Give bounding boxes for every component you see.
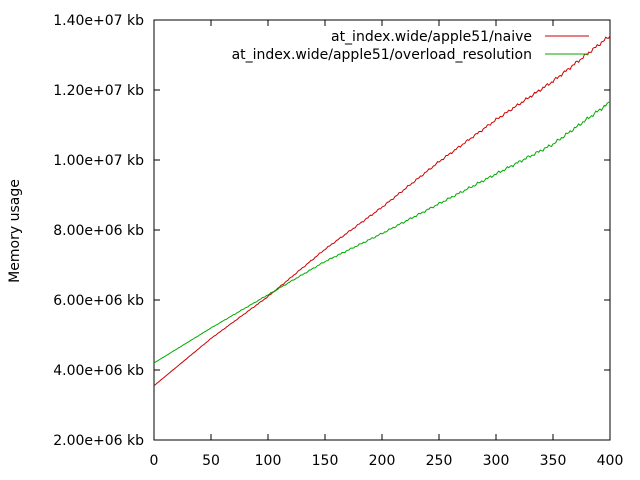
plot-frame [153,19,611,441]
y-axis-label: Memory usage [7,179,23,283]
series-lines [153,35,611,387]
y-tick-label: 8.00e+06 kb [53,223,144,239]
y-tick-label: 1.40e+07 kb [53,13,144,29]
x-tick-label: 0 [150,453,159,469]
y-tick-label: 6.00e+06 kb [53,293,144,309]
x-tick-label: 350 [540,453,567,469]
y-tick-label: 2.00e+06 kb [53,433,144,449]
x-tick-label: 50 [202,453,220,469]
y-tick-label: 4.00e+06 kb [53,363,144,379]
x-tick-label: 150 [312,453,339,469]
legend-label: at_index.wide/apple51/overload_resolutio… [232,47,532,63]
x-tick-label: 200 [369,453,396,469]
x-tick-label: 100 [255,453,282,469]
legend-label: at_index.wide/apple51/naive [331,29,532,45]
x-axis: 0 50 100 150 200 250 300 350 400 [150,20,624,469]
y-axis: 2.00e+06 kb 4.00e+06 kb 6.00e+06 kb 8.00e+0… [53,13,610,449]
x-tick-label: 300 [483,453,510,469]
x-tick-label: 400 [597,453,624,469]
series-line-1 [153,101,611,364]
x-tick-label: 250 [426,453,453,469]
series-line-0 [153,35,611,387]
y-tick-label: 1.00e+07 kb [53,153,144,169]
y-tick-label: 1.20e+07 kb [53,83,144,99]
legend: at_index.wide/apple51/naive at_index.wide… [232,29,589,63]
